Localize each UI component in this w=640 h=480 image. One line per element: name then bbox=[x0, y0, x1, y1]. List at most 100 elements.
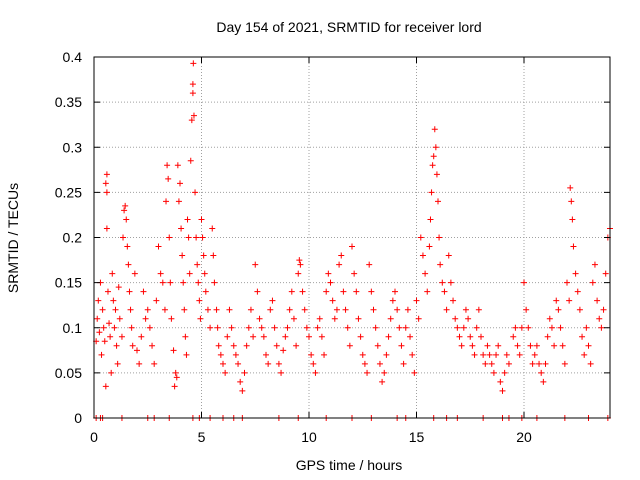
axis-ticks bbox=[93, 56, 610, 419]
data-point bbox=[107, 333, 114, 340]
data-point bbox=[473, 324, 480, 331]
data-point bbox=[197, 315, 204, 322]
data-point bbox=[503, 351, 510, 358]
data-point bbox=[299, 288, 306, 295]
y-tick-label: 0.1 bbox=[63, 320, 83, 336]
data-point bbox=[179, 252, 186, 259]
data-point bbox=[443, 306, 450, 313]
data-point bbox=[187, 157, 194, 164]
data-point bbox=[222, 369, 229, 376]
data-point bbox=[333, 306, 340, 313]
data-point bbox=[237, 378, 244, 385]
data-point bbox=[579, 333, 586, 340]
data-point bbox=[392, 288, 398, 295]
data-point bbox=[538, 369, 545, 376]
data-point bbox=[306, 333, 312, 340]
data-point bbox=[469, 342, 476, 349]
data-point bbox=[572, 270, 579, 277]
data-point bbox=[247, 306, 254, 313]
data-point bbox=[280, 347, 287, 354]
x-tick-labels: 0 5 10 15 20 bbox=[90, 429, 532, 445]
data-point bbox=[527, 342, 534, 349]
data-point bbox=[359, 351, 366, 358]
data-point bbox=[182, 333, 189, 340]
data-point bbox=[103, 171, 110, 178]
data-point bbox=[512, 324, 519, 331]
data-point bbox=[381, 369, 388, 376]
data-point bbox=[102, 180, 109, 187]
data-point bbox=[269, 297, 276, 304]
data-point bbox=[576, 306, 583, 313]
data-point bbox=[583, 324, 590, 331]
data-point bbox=[529, 360, 536, 367]
data-point bbox=[232, 351, 239, 358]
data-point bbox=[111, 324, 118, 331]
data-point bbox=[548, 324, 555, 331]
data-point bbox=[235, 360, 242, 367]
data-point bbox=[149, 342, 156, 349]
data-point bbox=[167, 279, 174, 286]
data-point bbox=[376, 360, 383, 367]
data-point bbox=[183, 351, 190, 358]
data-point bbox=[122, 202, 129, 209]
data-point bbox=[108, 369, 115, 376]
data-point bbox=[136, 360, 143, 367]
data-point bbox=[368, 288, 375, 295]
data-point bbox=[370, 306, 377, 313]
data-point bbox=[284, 324, 291, 331]
data-point bbox=[540, 378, 547, 385]
data-point bbox=[544, 333, 551, 340]
data-point bbox=[460, 324, 467, 331]
data-point bbox=[159, 279, 166, 286]
data-point bbox=[200, 252, 207, 259]
data-point bbox=[531, 351, 538, 358]
data-point bbox=[447, 279, 454, 286]
data-point bbox=[101, 338, 108, 345]
data-point bbox=[161, 306, 168, 313]
data-point bbox=[153, 297, 160, 304]
data-point bbox=[138, 333, 145, 340]
data-point bbox=[325, 270, 332, 277]
data-point bbox=[220, 360, 226, 367]
data-point bbox=[296, 257, 303, 264]
data-point bbox=[407, 333, 414, 340]
data-point bbox=[396, 324, 403, 331]
data-point bbox=[422, 270, 429, 277]
data-point bbox=[256, 315, 263, 322]
y-tick-label: 0 bbox=[74, 410, 82, 426]
data-point bbox=[99, 306, 106, 313]
data-point bbox=[424, 288, 431, 295]
data-point bbox=[177, 180, 183, 187]
data-point bbox=[252, 261, 259, 268]
data-point bbox=[480, 351, 487, 358]
data-point bbox=[175, 198, 182, 205]
data-point bbox=[533, 342, 540, 349]
data-point bbox=[331, 315, 338, 322]
data-point bbox=[196, 297, 203, 304]
data-point bbox=[366, 261, 373, 268]
data-point bbox=[589, 279, 596, 286]
data-point bbox=[314, 324, 321, 331]
data-point bbox=[574, 288, 581, 295]
chart-title: Day 154 of 2021, SRMTID for receiver lor… bbox=[216, 19, 481, 35]
data-point bbox=[600, 306, 607, 313]
data-point bbox=[521, 279, 527, 286]
data-point bbox=[551, 342, 558, 349]
data-point bbox=[297, 261, 304, 268]
x-tick-label: 0 bbox=[90, 429, 98, 445]
data-point bbox=[525, 324, 532, 331]
data-point bbox=[278, 369, 285, 376]
data-point bbox=[518, 324, 525, 331]
data-point bbox=[129, 342, 136, 349]
data-point bbox=[204, 306, 211, 313]
data-point bbox=[95, 297, 102, 304]
data-point bbox=[124, 243, 131, 250]
data-point bbox=[598, 324, 605, 331]
data-point bbox=[282, 333, 289, 340]
data-point bbox=[178, 225, 185, 232]
data-point bbox=[226, 306, 233, 313]
data-point bbox=[426, 243, 433, 250]
data-point bbox=[199, 234, 206, 241]
data-point bbox=[151, 360, 158, 367]
